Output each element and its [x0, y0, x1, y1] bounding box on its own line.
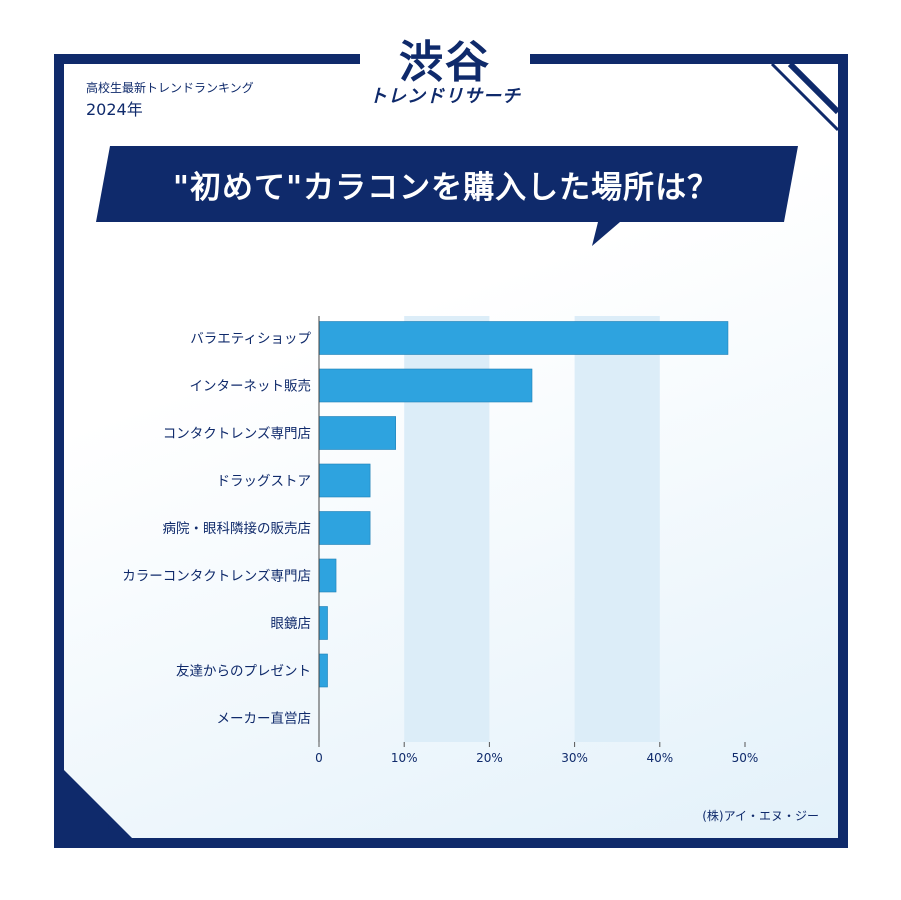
category-label: 眼鏡店	[271, 616, 312, 632]
bar	[318, 558, 337, 593]
x-tick-label: 20%	[476, 751, 503, 765]
x-tick-label: 40%	[646, 751, 673, 765]
x-tick-label: 10%	[391, 751, 418, 765]
category-label: バラエティショップ	[190, 331, 311, 347]
corner-stripe-top-right-1	[787, 61, 841, 115]
bar	[318, 368, 533, 403]
bar	[318, 606, 328, 640]
bar	[318, 653, 328, 688]
chart-title: "初めて"カラコンを購入した場所は？	[172, 169, 720, 206]
x-tick-label: 30%	[561, 751, 588, 765]
bar	[318, 511, 371, 545]
category-label: ドラッグストア	[217, 474, 312, 490]
logo-main-text: 渋谷	[399, 37, 491, 88]
category-label: インターネット販売	[190, 379, 312, 395]
grid-band	[574, 316, 660, 742]
category-label: カラーコンタクトレンズ専門店	[122, 569, 311, 585]
corner-triangle-bottom-left	[64, 770, 132, 838]
bar	[318, 463, 371, 498]
bar	[318, 416, 396, 450]
ranking-year: 2024年	[86, 100, 143, 119]
category-label: 友達からのプレゼント	[176, 664, 311, 680]
ranking-subtitle: 高校生最新トレンドランキング	[86, 81, 254, 95]
category-label: メーカー直営店	[217, 711, 312, 727]
corner-stripe-top-right-2	[770, 62, 840, 132]
bar	[318, 321, 729, 355]
title-banner	[96, 146, 798, 246]
x-tick-label: 50%	[732, 751, 759, 765]
logo-backdrop	[360, 44, 530, 70]
corner-dot	[108, 822, 116, 830]
category-label: 病院・眼科隣接の販売店	[163, 520, 312, 537]
logo-sub-text: トレンドリサーチ	[369, 86, 521, 107]
category-label: コンタクトレンズ専門店	[163, 426, 311, 442]
source-credit: (株)アイ・エヌ・ジー	[702, 809, 819, 823]
x-tick-label: 0	[315, 751, 323, 765]
